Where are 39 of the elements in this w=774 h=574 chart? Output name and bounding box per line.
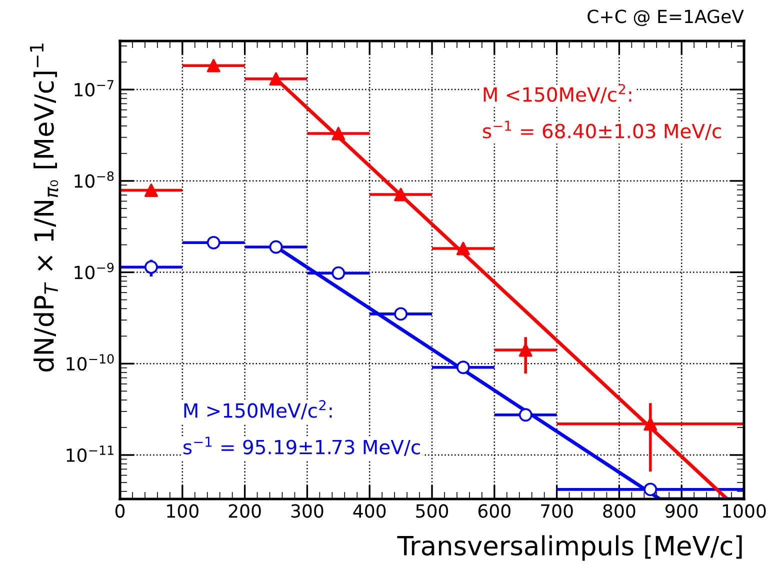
annotation: s$^{−1}$ = 95.19±1.73 MeV/c (183, 436, 420, 456)
point (269, 240, 283, 254)
point (394, 188, 408, 202)
x-tick-label: 200 (228, 504, 261, 518)
point (394, 307, 408, 321)
point (456, 360, 470, 374)
point (332, 126, 346, 140)
point (644, 482, 658, 496)
x-tick-label: 400 (353, 504, 386, 518)
annotation: M >150MeV/c$^{2}$: (184, 400, 332, 420)
x-tick-label: 300 (291, 504, 324, 518)
x-tick-label: 500 (416, 504, 448, 518)
y-axis-title: dN/dP$_{T}$ × 1/N$_{π₀}$ [MeV/c]$^{−1}$ (30, 44, 58, 372)
x-tick-label: 600 (478, 504, 510, 518)
x-tick-label: 800 (603, 504, 636, 518)
point (456, 242, 470, 256)
y-tick-label: 10$^{−9}$ (74, 262, 114, 280)
annotation: M <150MeV/c$^{2}$: (484, 84, 632, 104)
x-tick-label: 1000 (723, 504, 766, 518)
y-tick-label: 10$^{−10}$ (66, 354, 114, 371)
chart-title: C+C @ E=1AGeV (588, 10, 744, 26)
annotation: s$^{−1}$ = 68.40±1.03 MeV/c (482, 120, 721, 140)
point (332, 266, 346, 280)
point (518, 343, 532, 357)
y-tick-label: 10$^{−7}$ (74, 80, 114, 97)
y-tick-label: 10$^{−11}$ (66, 446, 114, 462)
y-tick-label: 10$^{−8}$ (74, 171, 114, 188)
x-tick-label: 100 (167, 504, 198, 518)
point (206, 236, 220, 250)
x-axis-title: Transversalimpuls [MeV/c] (397, 535, 742, 561)
point (644, 417, 658, 431)
point (518, 408, 532, 422)
point (144, 260, 158, 274)
x-tick-label: 700 (541, 504, 573, 518)
x-tick-label: 900 (666, 504, 698, 518)
point (269, 72, 283, 86)
point (144, 184, 158, 197)
x-tick-label: 0 (115, 504, 125, 518)
point (206, 58, 220, 72)
